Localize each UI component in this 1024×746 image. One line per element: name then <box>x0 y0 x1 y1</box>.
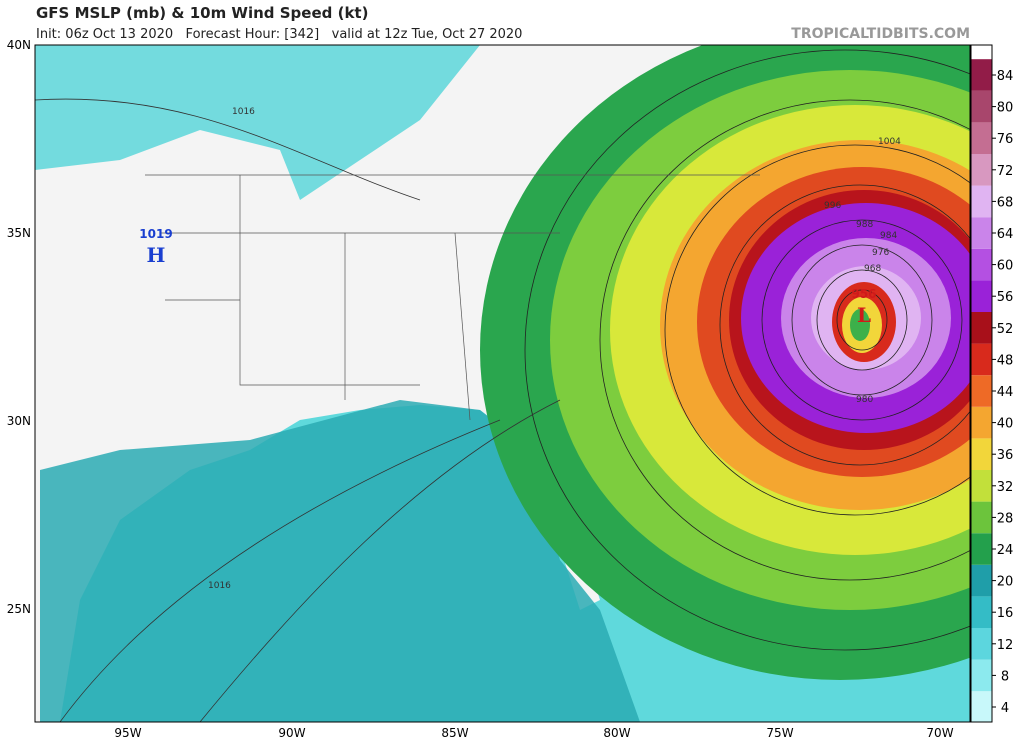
colorbar-label: 32 <box>997 480 1014 495</box>
map-area: 1016 1016 1004 996 988 984 976 968 980 1… <box>35 45 970 722</box>
colorbar-segment <box>971 248 992 281</box>
hurricane-wind-field <box>480 45 970 680</box>
colorbar-label: 76 <box>997 132 1014 147</box>
colorbar-label: 68 <box>997 195 1014 210</box>
colorbar-label: 44 <box>997 385 1014 400</box>
colorbar-label: 64 <box>997 227 1014 242</box>
colorbar-label: 12 <box>997 638 1014 653</box>
colorbar-label: 16 <box>997 606 1014 621</box>
latitude-label: 30N <box>7 414 31 428</box>
colorbar-label: 24 <box>997 543 1014 558</box>
contour-labels: 1016 1016 1004 996 988 984 976 968 980 <box>208 107 901 591</box>
colorbar-label: 28 <box>997 511 1014 526</box>
state-borders <box>145 174 760 421</box>
longitude-label: 90W <box>278 726 305 740</box>
colorbar-segment <box>971 154 992 186</box>
colorbar-segment <box>971 691 992 722</box>
colorbar-segment <box>971 343 992 376</box>
colorbar-segment <box>971 564 992 597</box>
subtitle: Init: 06z Oct 13 2020 Forecast Hour: [34… <box>36 27 522 42</box>
colorbar-segment <box>971 406 992 439</box>
colorbar-segment <box>971 122 992 154</box>
colorbar-label: 72 <box>997 164 1014 179</box>
colorbar-segment <box>971 438 992 470</box>
longitude-label: 70W <box>926 726 953 740</box>
colorbar-label: 8 <box>1001 669 1009 684</box>
colorbar-label: 60 <box>997 259 1014 274</box>
colorbar-segment <box>971 59 992 91</box>
contour-label: 980 <box>856 395 873 405</box>
colorbar-frame <box>970 44 993 723</box>
isobars <box>35 98 561 722</box>
map-frame <box>34 44 971 723</box>
latitude-label: 25N <box>7 602 31 616</box>
colorbar-label: 48 <box>997 353 1014 368</box>
longitude-label: 95W <box>114 726 141 740</box>
colorbar-segment <box>971 628 992 660</box>
contour-label: 996 <box>824 201 841 211</box>
low-pressure-symbol: L <box>857 303 871 327</box>
low-pressure-value: 956 <box>851 287 876 301</box>
longitude-label: 80W <box>603 726 630 740</box>
colorbar-label: 80 <box>997 101 1014 116</box>
contour-label: 988 <box>856 220 873 230</box>
colorbar-label: 56 <box>997 290 1014 305</box>
colorbar-label: 84 <box>997 69 1014 84</box>
gulf-wind-field <box>40 400 640 722</box>
colorbar-segment <box>971 312 992 344</box>
colorbar-label: 20 <box>997 575 1014 590</box>
colorbar-segment <box>971 185 992 218</box>
latitude-label: 40N <box>7 38 31 52</box>
contour-label: 976 <box>872 248 889 258</box>
colorbar-segment <box>971 90 992 123</box>
latitude-label: 35N <box>7 226 31 240</box>
colorbar-segment <box>971 501 992 534</box>
colorbar-label: 40 <box>997 417 1014 432</box>
longitude-label: 85W <box>441 726 468 740</box>
colorbar-label: 52 <box>997 322 1014 337</box>
colorbar-segment <box>971 533 992 565</box>
longitude-label: 75W <box>766 726 793 740</box>
colorbar-segment <box>971 596 992 628</box>
colorbar-label: 4 <box>1001 701 1009 716</box>
colorbar-segment <box>971 470 992 502</box>
contour-label: 1004 <box>878 137 901 147</box>
colorbar-label: 36 <box>997 448 1014 463</box>
colorbar-segment <box>971 280 992 312</box>
colorbar-segment <box>971 375 992 407</box>
contour-label: 968 <box>864 264 881 274</box>
contour-label: 984 <box>880 231 897 241</box>
colorbar-segment <box>971 217 992 249</box>
title: GFS MSLP (mb) & 10m Wind Speed (kt) <box>36 4 368 22</box>
wind-field-land <box>35 45 480 200</box>
source-label: TROPICALTIDBITS.COM <box>791 26 970 42</box>
contour-label: 1016 <box>208 581 231 591</box>
contour-label: 1016 <box>232 107 255 117</box>
colorbar-segment <box>971 659 992 692</box>
high-pressure-symbol: H <box>147 243 166 267</box>
high-pressure-value: 1019 <box>139 227 172 241</box>
